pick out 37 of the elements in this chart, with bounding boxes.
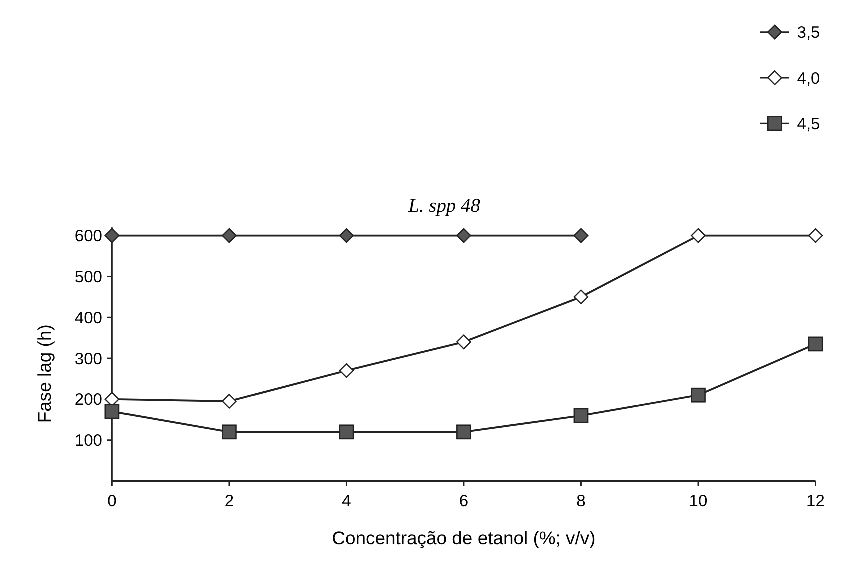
point: [222, 424, 237, 440]
point: [339, 228, 354, 244]
point: [104, 404, 120, 420]
point: [808, 336, 824, 352]
x-tick-label: 2: [224, 492, 234, 511]
point: [574, 290, 589, 305]
y-axis-title: Fase lag (h): [34, 324, 55, 424]
y-tick-label: 100: [74, 431, 102, 450]
point: [456, 334, 472, 350]
point: [456, 424, 472, 440]
point: [222, 394, 237, 409]
point: [574, 408, 589, 424]
point: [104, 228, 120, 244]
y-tick-label: 600: [74, 226, 102, 246]
x-tick-label: 0: [108, 492, 117, 511]
x-tick-label: 6: [459, 492, 469, 511]
point: [339, 363, 354, 378]
x-tick-label: 10: [689, 492, 708, 511]
legend-label: 4,5: [797, 114, 820, 134]
x-tick-label: 12: [806, 492, 825, 511]
y-tick-label: 300: [74, 349, 102, 368]
point: [574, 228, 589, 244]
chart-title: L. spp 48: [408, 196, 481, 218]
x-tick-label: 4: [342, 492, 352, 511]
x-axis-title: Concentração de etanol (%; v/v): [332, 527, 596, 548]
point: [691, 388, 706, 403]
point: [222, 228, 237, 244]
legend-label: 4,0: [797, 68, 820, 88]
y-tick-label: 500: [74, 267, 102, 286]
y-tick-label: 400: [74, 308, 102, 328]
y-tick-label: 200: [74, 390, 102, 410]
point: [691, 228, 706, 244]
legend-label: 3,5: [797, 23, 820, 42]
point: [339, 424, 354, 440]
point: [808, 228, 824, 244]
point: [456, 228, 472, 244]
x-tick-label: 8: [576, 492, 586, 511]
